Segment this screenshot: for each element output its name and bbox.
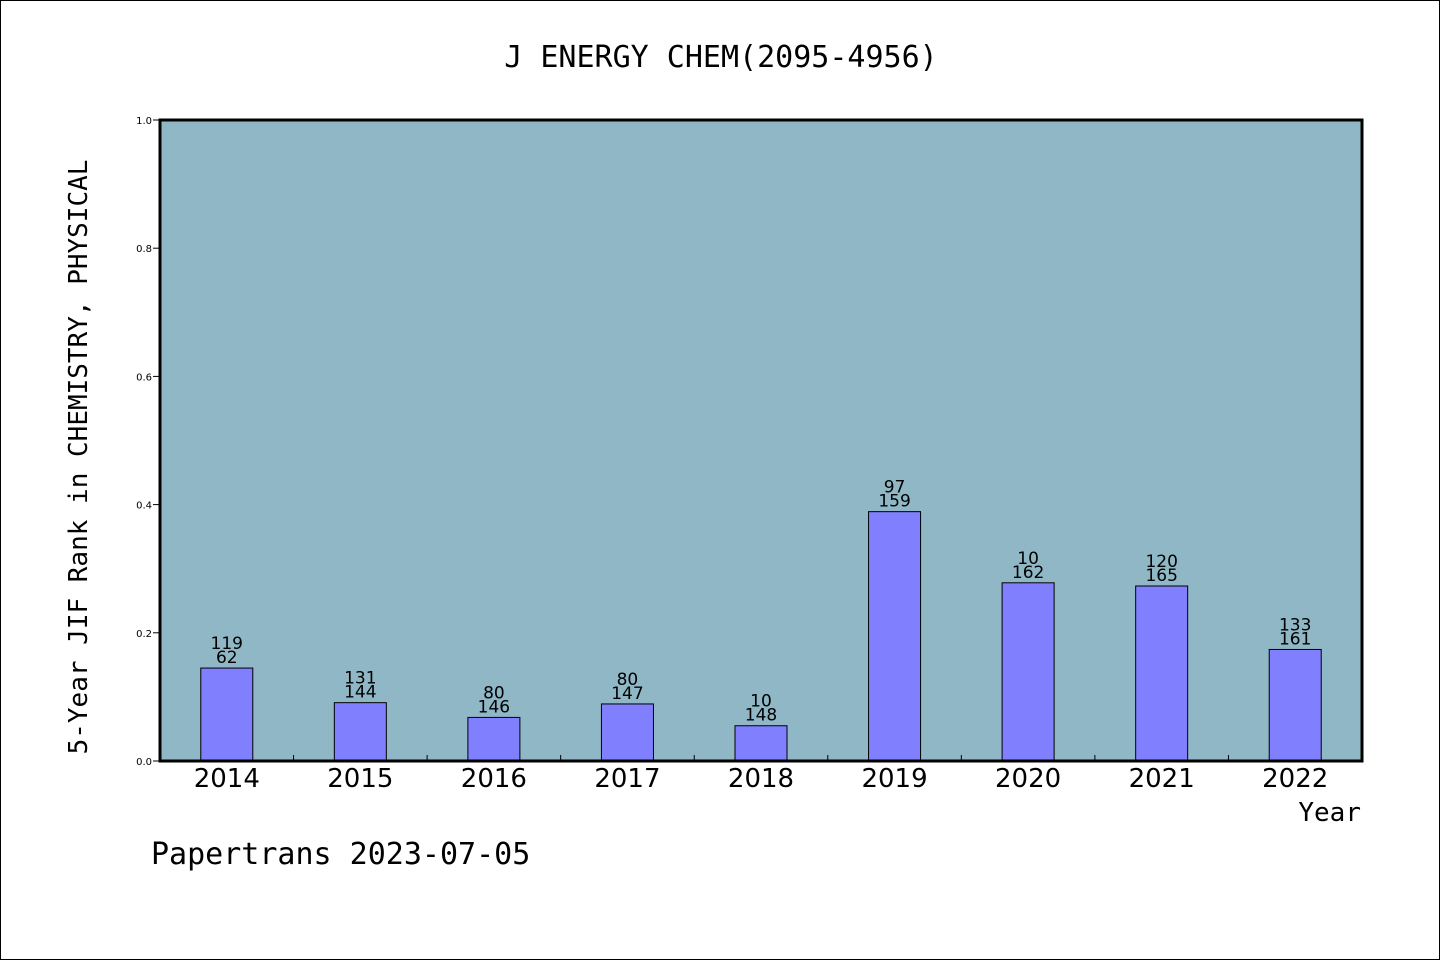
data-label-2020-bottom: 162	[1012, 563, 1044, 583]
x-tick-label: 2019	[861, 764, 927, 794]
bar-2018	[734, 725, 788, 762]
data-label-2015-top: 131	[344, 669, 376, 689]
bar-2014	[200, 667, 254, 762]
x-tick-label: 2020	[995, 764, 1061, 794]
x-tick-label: 2021	[1129, 764, 1195, 794]
data-label-2016-bottom: 146	[478, 697, 510, 717]
data-label-2019-top: 97	[884, 478, 906, 498]
x-axis-label: Year	[1298, 798, 1361, 828]
bar-2020	[1001, 582, 1055, 762]
bar-2022	[1268, 648, 1322, 762]
y-axis: 0.0 0.2 0.4 0.6 0.8 1.0	[136, 116, 160, 768]
y-tick-label: 0.2	[136, 629, 152, 640]
y-tick-label: 0.4	[136, 501, 152, 512]
y-tick-label: 0.8	[136, 244, 152, 255]
x-tick-label: 2018	[728, 764, 794, 794]
data-label-2014-top: 119	[211, 634, 243, 654]
y-tick-label: 1.0	[136, 116, 152, 127]
plot-border	[158, 118, 1364, 763]
x-tick-label: 2022	[1262, 764, 1328, 794]
bars-group	[200, 511, 1322, 762]
data-label-2016-top: 80	[483, 683, 505, 703]
x-tick-label: 2016	[461, 764, 527, 794]
bar-2017	[600, 703, 654, 762]
footer-credit: Papertrans 2023-07-05	[151, 837, 530, 872]
y-tick-label: 0.0	[136, 757, 152, 768]
data-label-2022-top: 133	[1279, 615, 1311, 635]
data-label-2021-bottom: 165	[1145, 566, 1177, 586]
data-label-2017-bottom: 147	[611, 684, 643, 704]
data-label-2017-top: 80	[617, 670, 639, 690]
bar-2016	[467, 716, 521, 762]
data-label-2020-top: 10	[1017, 549, 1039, 569]
x-tick-label: 2015	[327, 764, 393, 794]
data-label-2019-bottom: 159	[878, 492, 910, 512]
data-label-2018-top: 10	[750, 692, 772, 712]
data-label-2015-bottom: 144	[344, 683, 376, 703]
data-label-2014-bottom: 62	[216, 648, 238, 668]
x-tick-label: 2017	[594, 764, 660, 794]
y-axis-label: 5-Year JIF Rank in CHEMISTRY, PHYSICAL	[64, 160, 94, 755]
data-label-2022-bottom: 161	[1279, 629, 1311, 649]
data-label-2018-bottom: 148	[745, 706, 777, 726]
x-axis: 2014 2015 2016 2017 2018 2019 2020 2021 2022	[194, 755, 1328, 794]
bar-2019	[868, 511, 922, 762]
bar-2021	[1135, 585, 1189, 762]
y-tick-label: 0.6	[136, 372, 152, 383]
chart-title: J ENERGY CHEM(2095-4956)	[504, 40, 937, 75]
x-tick-label: 2014	[194, 764, 260, 794]
data-label-2021-top: 120	[1145, 552, 1177, 572]
bar-2015	[333, 702, 387, 762]
